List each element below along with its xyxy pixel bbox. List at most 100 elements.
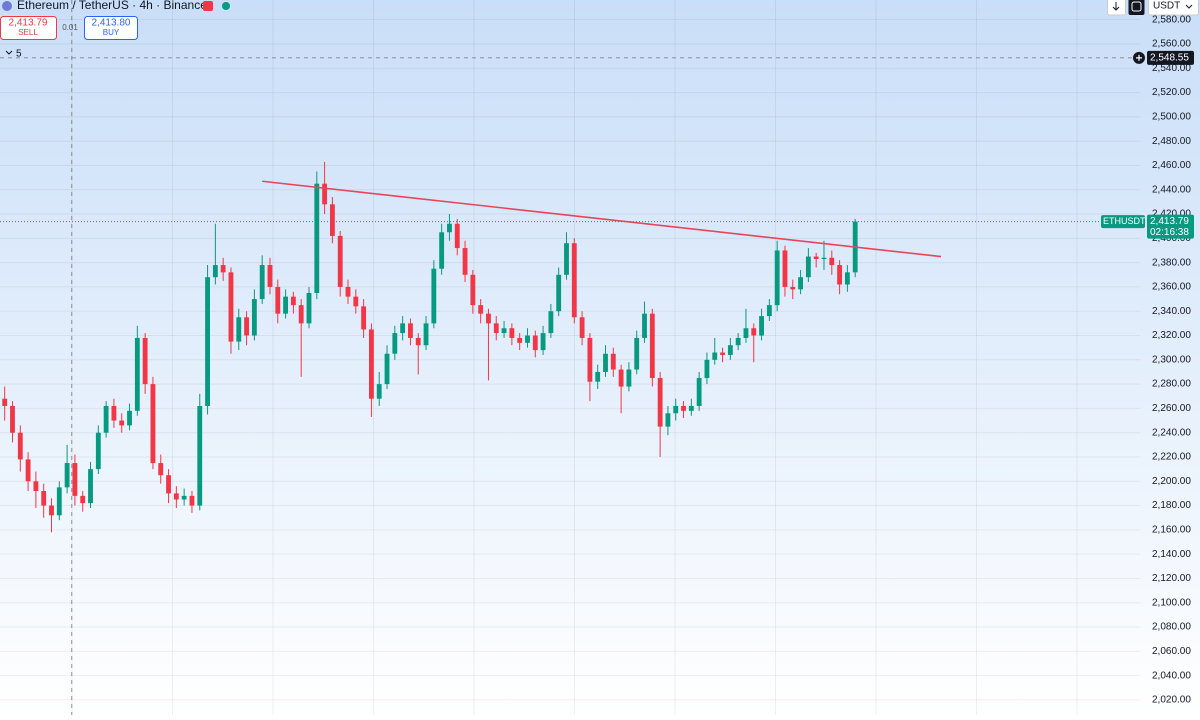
grid xyxy=(0,0,1140,715)
candle-body xyxy=(540,333,546,351)
candle-body xyxy=(64,463,70,488)
candle-body xyxy=(41,491,47,506)
y-tick-label: 2,460.00 xyxy=(1152,160,1191,171)
candle-body xyxy=(454,223,460,249)
indicators-count[interactable]: 5 xyxy=(16,49,22,60)
y-tick-label: 2,420.00 xyxy=(1152,209,1191,220)
buy-label: BUY xyxy=(103,28,120,37)
y-tick-label: 2,180.00 xyxy=(1152,500,1191,511)
candle-body xyxy=(236,317,242,342)
candle-body xyxy=(447,223,452,233)
candle-body xyxy=(486,313,491,324)
candle-body xyxy=(298,305,304,324)
candle-body xyxy=(766,305,772,317)
candle-body xyxy=(228,272,234,342)
candle-body xyxy=(111,405,117,421)
candle-body xyxy=(337,235,343,287)
sell-label: SELL xyxy=(18,28,38,37)
y-tick-label: 2,480.00 xyxy=(1152,136,1191,147)
candle-body xyxy=(673,405,679,414)
candle-body xyxy=(548,311,554,334)
market-status xyxy=(222,2,230,10)
candle-body xyxy=(392,333,398,354)
y-tick-label: 2,120.00 xyxy=(1152,573,1191,584)
y-tick-label: 2,560.00 xyxy=(1152,39,1191,50)
candle-body xyxy=(17,432,23,460)
candle-body xyxy=(837,265,843,285)
candle-body xyxy=(56,487,62,516)
candle-body xyxy=(688,405,694,411)
buy-button[interactable] xyxy=(84,16,138,40)
y-tick-label: 2,220.00 xyxy=(1152,452,1191,463)
candle-body xyxy=(181,495,187,500)
candle-body xyxy=(197,405,203,506)
candle-body xyxy=(571,243,577,318)
candle-body xyxy=(142,337,148,385)
candle-body xyxy=(189,495,195,506)
candle-body xyxy=(423,323,429,346)
collapse-icon[interactable] xyxy=(5,50,13,55)
candle-body xyxy=(415,337,421,346)
candle-body xyxy=(251,299,257,336)
candle-body xyxy=(626,369,632,387)
candle-body xyxy=(49,505,54,516)
candle-body xyxy=(431,268,437,324)
status-icon xyxy=(203,1,213,11)
candle-body xyxy=(166,475,171,494)
currency: USDT xyxy=(1153,1,1180,12)
candle-body xyxy=(759,316,764,336)
crosshair-price: 2,548.55 xyxy=(1150,53,1189,64)
candle-body xyxy=(493,323,499,334)
candle-body xyxy=(532,335,538,351)
candle-body xyxy=(10,405,15,433)
candle-body xyxy=(470,274,476,306)
candle-body xyxy=(649,313,655,379)
candle-body xyxy=(720,352,725,355)
candle-body xyxy=(439,232,445,269)
currency-dropdown[interactable] xyxy=(1148,0,1199,16)
candle-body xyxy=(790,286,796,290)
candle-body xyxy=(805,256,811,278)
candle-body xyxy=(158,463,164,476)
candle-body xyxy=(259,265,265,300)
symbol-icon xyxy=(2,1,12,11)
candle-body xyxy=(610,353,616,370)
y-tick-label: 2,240.00 xyxy=(1152,427,1191,438)
y-tick-label: 2,080.00 xyxy=(1152,622,1191,633)
candle-body xyxy=(556,274,562,312)
candle-body xyxy=(782,250,788,287)
candle-body xyxy=(462,248,468,275)
y-tick-label: 2,060.00 xyxy=(1152,646,1191,657)
candle-body xyxy=(314,183,320,293)
candle-body xyxy=(33,481,39,492)
y-tick-label: 2,040.00 xyxy=(1152,670,1191,681)
candle-body xyxy=(696,378,702,406)
candle-body xyxy=(173,493,179,500)
countdown: 02:16:38 xyxy=(1150,227,1189,238)
candle-body xyxy=(579,317,585,338)
y-tick-label: 2,200.00 xyxy=(1152,476,1191,487)
sync-icon xyxy=(1131,1,1142,12)
candle-body xyxy=(205,277,210,406)
candle-body xyxy=(290,296,296,306)
candle-body xyxy=(329,204,335,236)
candle-body xyxy=(80,495,86,504)
y-tick-label: 2,260.00 xyxy=(1152,403,1191,414)
candle-body xyxy=(642,313,647,338)
y-tick-label: 2,540.00 xyxy=(1152,63,1191,74)
candle-body xyxy=(134,337,140,411)
candle-body xyxy=(322,183,328,205)
y-tick-label: 2,280.00 xyxy=(1152,379,1191,390)
y-tick-label: 2,100.00 xyxy=(1152,597,1191,608)
candle-body xyxy=(798,277,803,290)
symbol-box xyxy=(1101,215,1145,229)
symbol-title: Ethereum / TetherUS · 4h · Binance xyxy=(17,0,207,12)
candle-body xyxy=(283,296,289,314)
sell-button[interactable] xyxy=(0,16,57,40)
candle-body xyxy=(150,384,156,464)
candle-body xyxy=(25,459,31,482)
candle-body xyxy=(603,353,608,372)
last-price: 2,413.79 xyxy=(1150,216,1189,227)
candle-body xyxy=(212,265,218,278)
